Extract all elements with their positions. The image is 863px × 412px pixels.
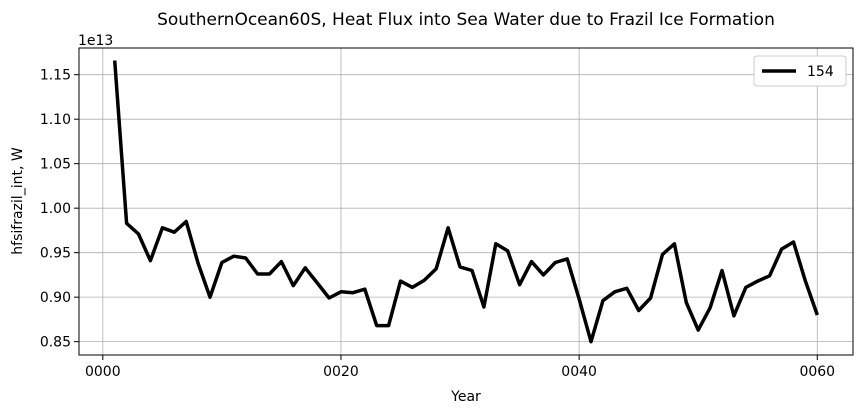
y-tick-label: 1.10 [40, 112, 71, 128]
series-line-154 [112, 60, 819, 344]
x-tick-label: 0020 [323, 364, 359, 380]
y-axis-label: hfsifrazil_int, W [10, 147, 26, 255]
x-tick-label: 0060 [799, 364, 835, 380]
y-tick-label: 0.95 [40, 246, 71, 262]
series-lines [112, 60, 819, 344]
y-tick-label: 0.90 [40, 290, 71, 306]
y-tick-label: 1.15 [40, 68, 71, 84]
plot-area-frame [78, 47, 854, 356]
x-tick-label: 0040 [561, 364, 597, 380]
y-tick-label: 1.00 [40, 201, 71, 217]
chart-title: SouthernOcean60S, Heat Flux into Sea Wat… [157, 10, 775, 30]
y-tick-label: 0.85 [40, 335, 71, 351]
legend-box [753, 55, 847, 87]
y-axis-offset-label: 1e13 [78, 33, 113, 49]
x-axis-label: Year [450, 389, 481, 405]
y-tick-label: 1.05 [40, 157, 71, 173]
legend-label: 154 [807, 64, 834, 80]
grid-lines [79, 48, 853, 355]
x-tick-label: 0000 [85, 364, 121, 380]
legend: 154 [753, 55, 847, 87]
axis-ticks: 0000 0020 0040 0060 0.85 0.90 0.95 1.00 1.05 1.10… [40, 68, 835, 380]
